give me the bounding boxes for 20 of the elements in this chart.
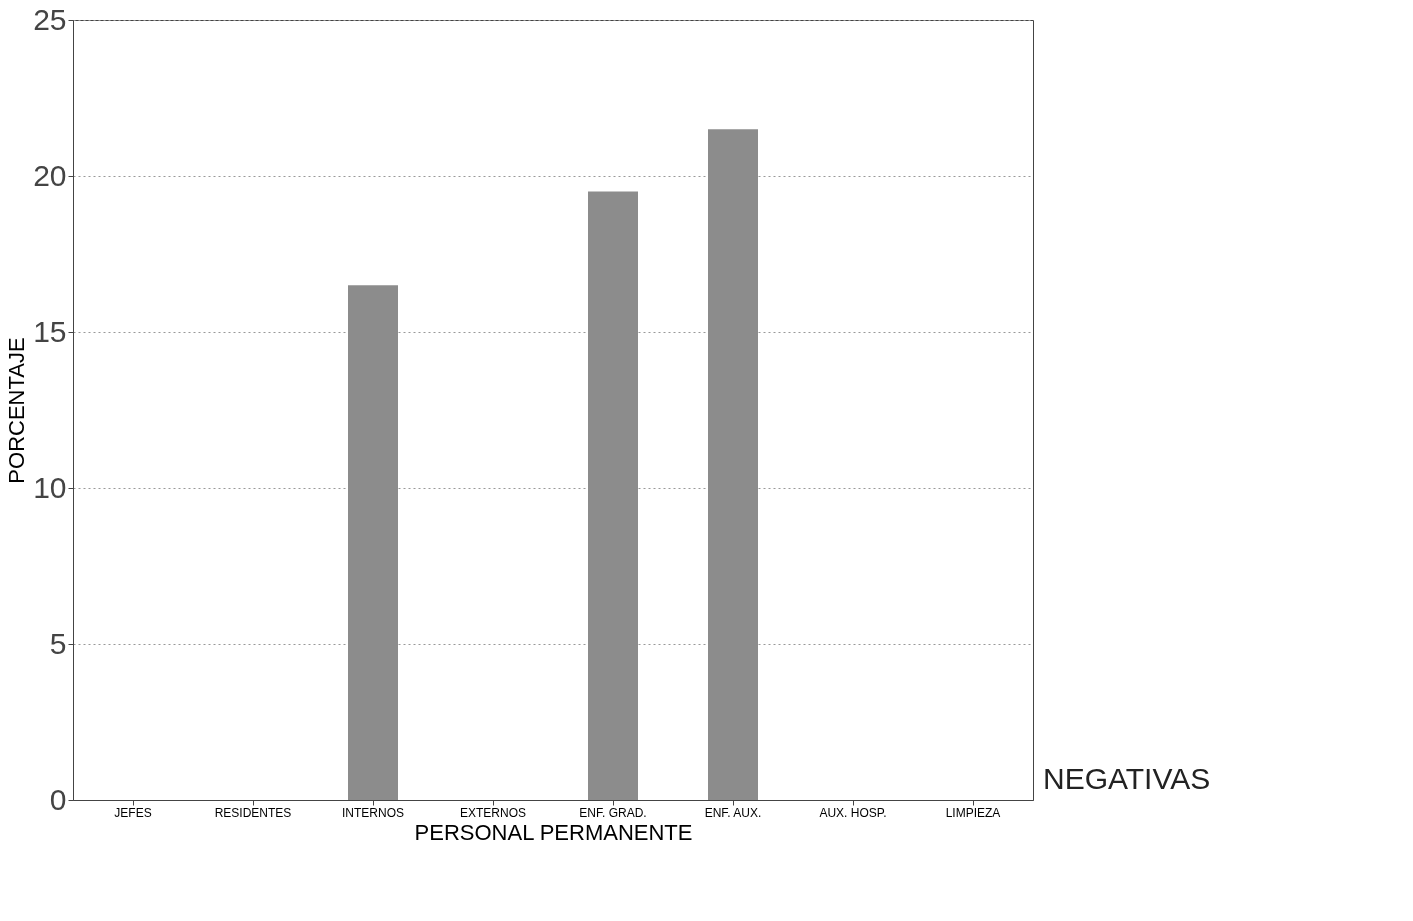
bar bbox=[348, 285, 398, 800]
bar bbox=[708, 129, 758, 800]
y-axis-title: PORCENTAJE bbox=[4, 337, 30, 484]
x-tick-label: LIMPIEZA bbox=[945, 805, 1001, 820]
x-tick-label: EXTERNOS bbox=[459, 805, 527, 820]
x-tick-label: ENF. AUX. bbox=[704, 805, 762, 820]
y-tick-label: 20 bbox=[33, 158, 67, 192]
bar bbox=[588, 191, 638, 800]
x-tick-label: AUX. HOSP. bbox=[819, 805, 887, 820]
y-tick-label: 25 bbox=[33, 2, 67, 36]
x-tick-label: ENF. GRAD. bbox=[579, 805, 647, 820]
y-tick-label: 10 bbox=[33, 470, 67, 504]
y-tick-label: 5 bbox=[49, 626, 67, 660]
x-axis-title: PERSONAL PERMANENTE bbox=[414, 819, 693, 845]
text: NEGATIVAS bbox=[1043, 762, 1211, 795]
x-tick-label: INTERNOS bbox=[341, 805, 405, 820]
y-tick-label: 15 bbox=[33, 314, 67, 348]
y-tick-label: 0 bbox=[49, 782, 67, 816]
x-tick-label: JEFES bbox=[114, 805, 152, 820]
x-tick-label: RESIDENTES bbox=[214, 805, 292, 820]
